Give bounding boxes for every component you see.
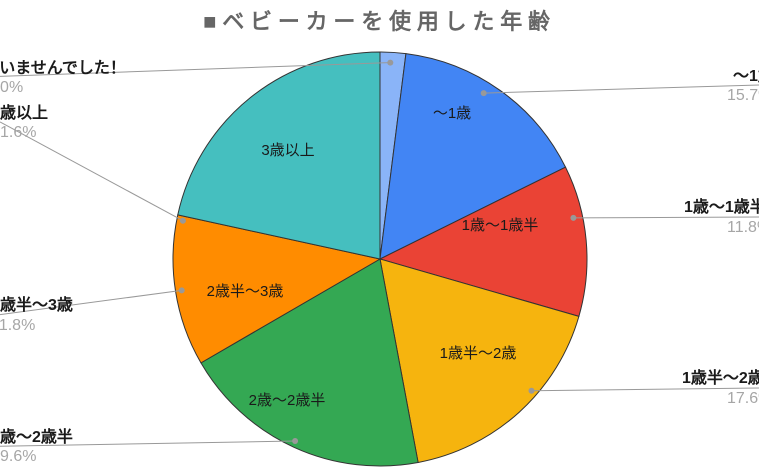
- svg-text:1歳半～2歳: 1歳半～2歳: [440, 345, 517, 362]
- svg-text:2歳半～3歳: 2歳半～3歳: [207, 283, 284, 300]
- svg-text:3歳以上: 3歳以上: [261, 142, 314, 159]
- svg-text:2歳～2歳半: 2歳～2歳半: [249, 392, 326, 409]
- svg-text:1歳～1歳半: 1歳～1歳半: [462, 217, 539, 234]
- svg-text:～1歳: ～1歳: [433, 105, 471, 122]
